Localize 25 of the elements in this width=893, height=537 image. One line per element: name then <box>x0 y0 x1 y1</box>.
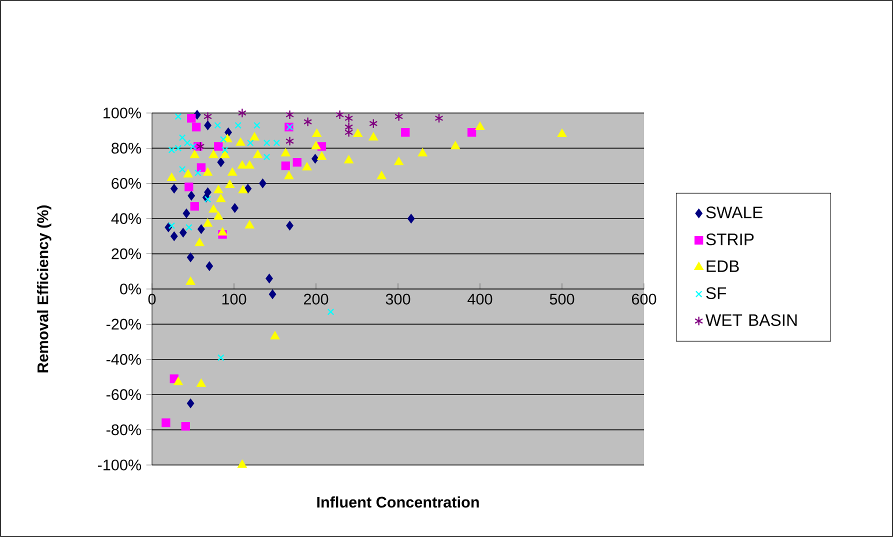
x-tick-label: 500 <box>550 294 574 305</box>
legend-label: STRIP <box>706 233 754 246</box>
x-tick-label: 400 <box>468 294 492 305</box>
y-tick-label: -60% <box>106 389 142 400</box>
x-tick-label: 100 <box>222 294 246 305</box>
y-tick-label: 80% <box>112 142 142 154</box>
x-axis-title: Influent Concentration <box>317 496 479 508</box>
x-tick-label: 0 <box>148 294 156 305</box>
y-tick-label: 100% <box>104 108 142 118</box>
legend-label: SF <box>706 287 726 300</box>
y-tick-label: 60% <box>112 178 142 189</box>
legend-label: EDB <box>706 260 739 272</box>
x-tick-label: 300 <box>386 294 410 305</box>
y-tick-label: 20% <box>112 248 142 260</box>
y-tick-label: 40% <box>111 213 142 224</box>
x-tick-label: 200 <box>304 294 328 305</box>
y-tick-label: 0% <box>120 284 142 294</box>
x-tick-label: 600 <box>632 294 656 305</box>
y-tick-label: -20% <box>106 318 142 330</box>
y-tick-label: -40% <box>106 354 142 365</box>
y-axis-title: Removal Efficiency (%) <box>37 205 52 372</box>
y-tick-label: -80% <box>106 424 142 436</box>
legend-label: WET BASIN <box>706 314 797 326</box>
legend-label: SWALE <box>706 206 762 218</box>
y-tick-label: -100% <box>98 460 142 470</box>
